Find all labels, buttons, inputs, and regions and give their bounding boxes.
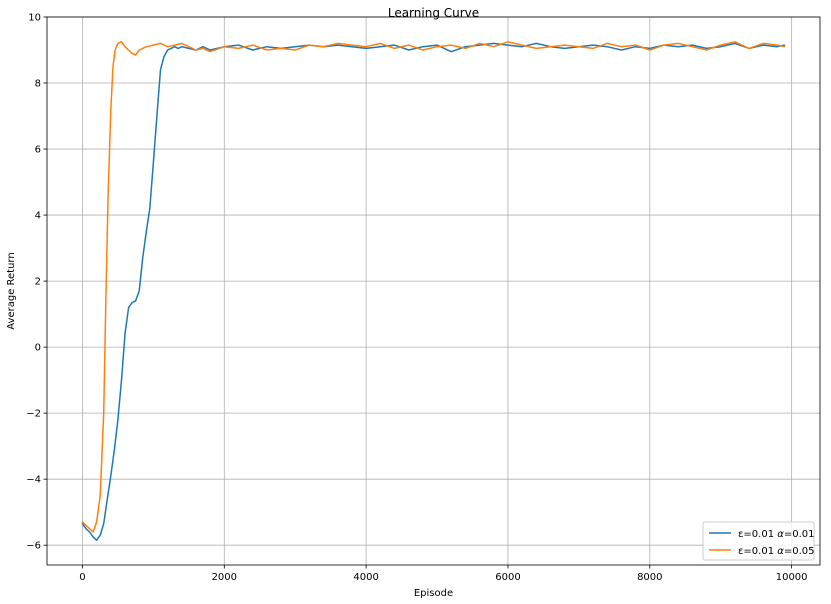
y-tick-label: 6: [35, 145, 41, 156]
y-tick-label: −4: [26, 475, 41, 486]
x-tick-label: 10000: [776, 572, 808, 583]
y-tick-label: −6: [26, 541, 41, 552]
x-tick-label: 4000: [353, 572, 378, 583]
legend: ε=0.01 α=0.01 ε=0.01 α=0.05: [702, 521, 815, 561]
x-axis-label: Episode: [414, 588, 453, 599]
series-line-2: [81, 41, 786, 533]
series-layer: [81, 41, 786, 541]
grid: [47, 16, 820, 565]
y-tick-label: 4: [35, 211, 41, 222]
series-line-1: [81, 42, 786, 541]
y-tick-label: 10: [28, 13, 41, 24]
x-tick-label: 6000: [495, 572, 520, 583]
legend-label-series-1: ε=0.01 α=0.01: [738, 529, 814, 540]
legend-label-series-2: ε=0.01 α=0.05: [738, 546, 814, 557]
y-tick-label: 2: [35, 277, 41, 288]
y-axis-label: Average Return: [6, 252, 17, 329]
plot-frame: [46, 16, 821, 566]
y-tick-label: 0: [35, 343, 41, 354]
x-tick-label: 0: [79, 572, 85, 583]
chart-title: Learning Curve: [388, 6, 479, 20]
x-tick-label: 2000: [212, 572, 237, 583]
ticks: 0 2000 4000 6000 8000 10000 −6 −4 −2 0 2 4 6 8 10: [26, 13, 807, 584]
y-tick-label: −2: [26, 409, 41, 420]
x-tick-label: 8000: [637, 572, 662, 583]
y-tick-label: 8: [35, 79, 41, 90]
